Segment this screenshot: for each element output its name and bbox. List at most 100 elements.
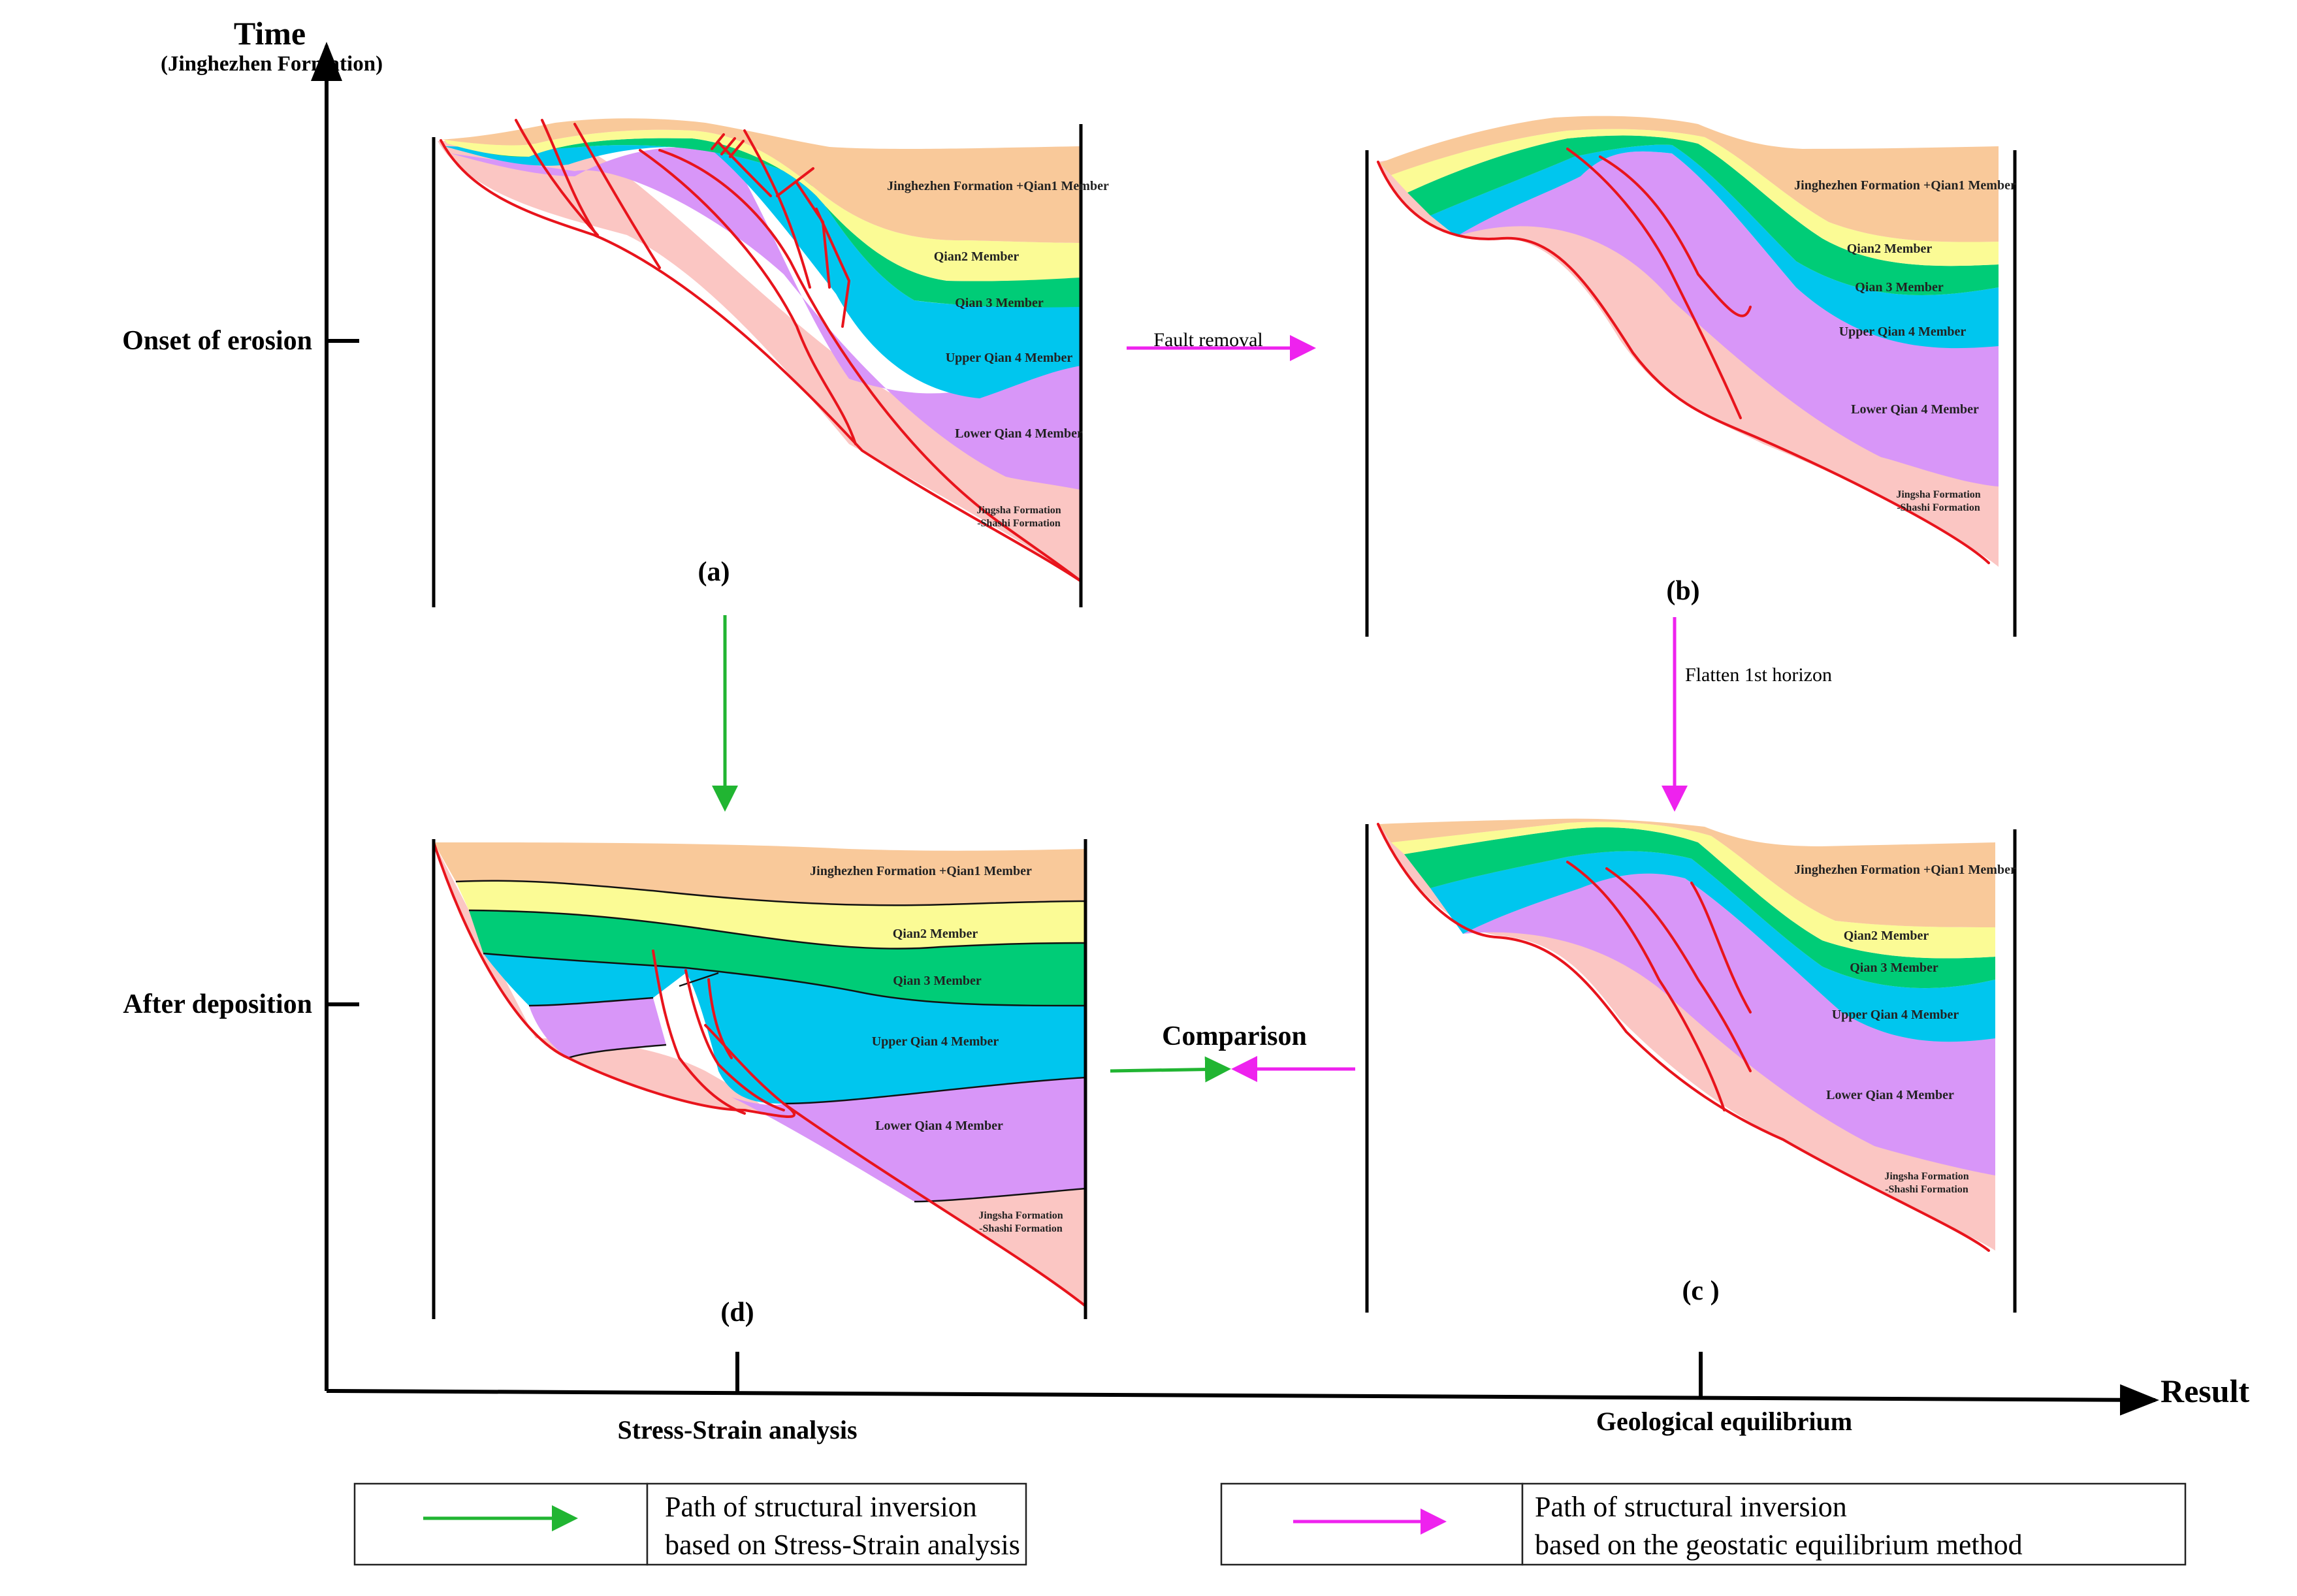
layer-upper-qian4 bbox=[1430, 144, 1999, 349]
legend-text: based on the geostatic equilibrium metho… bbox=[1535, 1529, 2023, 1561]
fault-removal-label: Fault removal bbox=[1153, 329, 1262, 351]
flatten-label: Flatten 1st horizon bbox=[1685, 664, 1832, 686]
layer-label: Lower Qian 4 Member bbox=[1851, 402, 1979, 417]
y-axis-subtitle: (Jinghezhen Formation) bbox=[161, 52, 383, 76]
horizon-line bbox=[528, 972, 1086, 1105]
layer-label: Jingsha Formation bbox=[976, 505, 1061, 516]
panel-label-b: (b) bbox=[1666, 576, 1699, 606]
fault-trace bbox=[1690, 882, 1752, 1013]
x-tick-label-geological: Geological equilibrium bbox=[1596, 1407, 1852, 1436]
fault-trace bbox=[432, 841, 1087, 1307]
layer-label: Lower Qian 4 Member bbox=[1826, 1088, 1954, 1102]
fault-trace bbox=[1605, 867, 1752, 1072]
layer-qian2 bbox=[444, 129, 1081, 281]
legend-text: Path of structural inversion bbox=[1535, 1491, 1847, 1523]
fault-trace bbox=[1377, 161, 1990, 564]
layer-label: Jingsha Formation bbox=[1884, 1171, 1968, 1182]
fault-trace bbox=[743, 129, 811, 289]
layer-upper-qian4 bbox=[1430, 851, 1995, 1042]
layer-label: Upper Qian 4 Member bbox=[872, 1034, 999, 1049]
legend-swatch-box bbox=[353, 1482, 649, 1566]
layer-label: Lower Qian 4 Member bbox=[955, 426, 1083, 441]
legend-text: based on Stress-Strain analysis bbox=[665, 1529, 1020, 1561]
panel-c: Jinghezhen Formation +Qian1 Member Qian2… bbox=[1365, 818, 2017, 1313]
layer-label: Qian 3 Member bbox=[893, 974, 982, 988]
fault-trace bbox=[1566, 861, 1726, 1111]
layer-lower-qian4 bbox=[1463, 873, 1995, 1175]
fault-trace bbox=[440, 139, 1082, 583]
fault-trace bbox=[776, 167, 814, 197]
comparison-label: Comparison bbox=[1162, 1021, 1307, 1051]
layer-label: Jinghezhen Formation +Qian1 Member bbox=[1794, 863, 2016, 877]
layer-label: Jingsha Formation bbox=[1896, 489, 1980, 500]
legend-text-box bbox=[646, 1482, 1027, 1566]
comparison-green-arrow bbox=[1110, 1056, 1231, 1083]
layer-label: Qian2 Member bbox=[1847, 242, 1933, 256]
panel-label-d: (d) bbox=[720, 1298, 754, 1328]
layer-label: -Shashi Formation bbox=[977, 518, 1061, 529]
layer-qian3 bbox=[469, 910, 1085, 1006]
layer-label: Qian 3 Member bbox=[955, 296, 1044, 310]
axes: Time (Jinghezhen Formation) Result Onset… bbox=[122, 15, 2249, 1444]
layer-jinghezhen-qian1 bbox=[434, 842, 1085, 906]
layer-jinghezhen-qian1 bbox=[1379, 818, 1995, 927]
fault-trace bbox=[658, 149, 1082, 583]
layer-qian3 bbox=[1404, 827, 1995, 989]
layer-label: Qian2 Member bbox=[1844, 929, 1929, 943]
layer-lower-qian4 bbox=[451, 147, 1081, 490]
layer-upper-qian4 bbox=[483, 953, 1085, 1104]
layer-lower-qian4 bbox=[1456, 151, 1999, 487]
fault-trace bbox=[1599, 155, 1752, 317]
layer-label: Jinghezhen Formation +Qian1 Member bbox=[887, 179, 1109, 193]
layer-label: -Shashi Formation bbox=[1897, 502, 1980, 513]
x-axis-title: Result bbox=[2160, 1373, 2249, 1409]
fault-trace bbox=[704, 1024, 785, 1105]
fault-trace bbox=[515, 119, 599, 236]
fault-trace bbox=[1566, 148, 1742, 419]
fault-trace bbox=[652, 950, 746, 1115]
layer-label: Qian 3 Member bbox=[1855, 280, 1944, 295]
layer-label: Qian2 Member bbox=[934, 249, 1020, 264]
y-tick-label-onset: Onset of erosion bbox=[122, 326, 312, 356]
layer-label: Upper Qian 4 Member bbox=[1832, 1008, 1959, 1022]
layer-jinghezhen-qian1 bbox=[439, 118, 1081, 243]
panel-b: Jinghezhen Formation +Qian1 Member Qian2… bbox=[1365, 116, 2017, 637]
horizon-line bbox=[455, 880, 1086, 906]
legend-text: Path of structural inversion bbox=[665, 1491, 977, 1523]
fault-trace bbox=[711, 133, 745, 158]
layer-qian3 bbox=[1407, 135, 1999, 295]
layer-label: Jinghezhen Formation +Qian1 Member bbox=[810, 864, 1032, 878]
fault-trace bbox=[541, 119, 599, 238]
panel-label-c: (c ) bbox=[1682, 1276, 1719, 1306]
fault-trace bbox=[815, 208, 850, 328]
panel-label-a: (a) bbox=[698, 557, 730, 587]
layer-jingsha-shashi bbox=[1378, 149, 1999, 567]
horizon-line bbox=[468, 909, 1086, 950]
fault-trace bbox=[639, 149, 857, 445]
panel-a: Jinghezhen Formation +Qian1 Member Qian2… bbox=[432, 118, 1109, 607]
y-axis-title: Time bbox=[234, 15, 306, 52]
fault-trace bbox=[707, 978, 733, 1059]
layer-label: Qian 3 Member bbox=[1850, 961, 1938, 975]
legend: Path of structural inversion based on St… bbox=[353, 1482, 2187, 1566]
layer-jinghezhen-qian1 bbox=[1379, 116, 1999, 242]
panel-d: Jinghezhen Formation +Qian1 Member Qian2… bbox=[432, 839, 1087, 1328]
layer-qian2 bbox=[1391, 129, 1999, 266]
fault-trace bbox=[573, 123, 661, 269]
layer-label: -Shashi Formation bbox=[979, 1223, 1063, 1234]
legend-text-box bbox=[1521, 1482, 2187, 1566]
fault-trace bbox=[684, 969, 785, 1111]
workflow-arrows: Fault removal Flatten 1st horizon Compar… bbox=[712, 329, 1832, 1083]
layer-upper-qian4 bbox=[444, 145, 1081, 398]
layer-qian2 bbox=[1391, 822, 1995, 959]
layer-label: Upper Qian 4 Member bbox=[1839, 325, 1967, 339]
layer-label: Qian2 Member bbox=[893, 927, 978, 941]
fault-trace bbox=[1377, 823, 1990, 1252]
x-axis-line bbox=[326, 1384, 2159, 1416]
legend-swatch-box bbox=[1220, 1482, 1524, 1566]
layer-lower-qian4 bbox=[529, 998, 1085, 1202]
y-tick-label-deposition: After deposition bbox=[123, 989, 312, 1019]
layer-jingsha-shashi bbox=[438, 140, 1081, 581]
layer-label: -Shashi Formation bbox=[1885, 1184, 1968, 1195]
